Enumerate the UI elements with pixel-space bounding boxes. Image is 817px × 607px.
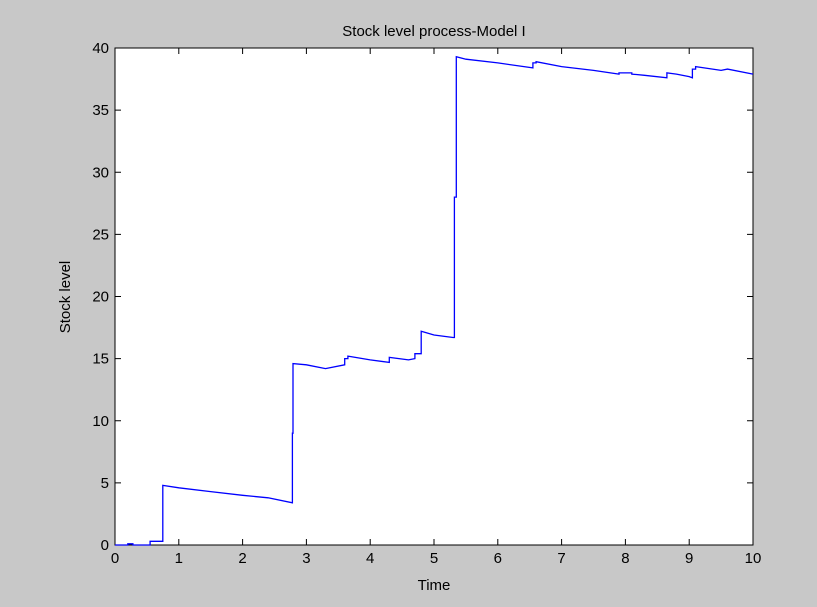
y-tick-label: 0 [101, 537, 109, 554]
y-tick-label: 35 [92, 102, 109, 119]
x-tick-label: 2 [238, 550, 246, 567]
y-tick-label: 25 [92, 226, 109, 243]
x-tick-label: 10 [745, 550, 762, 567]
x-tick-label: 6 [494, 550, 502, 567]
y-axis-label: Stock level [57, 261, 74, 334]
y-tick-label: 5 [101, 475, 109, 492]
y-tick-label: 30 [92, 164, 109, 181]
chart-title: Stock level process-Model I [342, 23, 525, 40]
y-tick-label: 40 [92, 40, 109, 57]
y-tick-label: 10 [92, 413, 109, 430]
x-tick-label: 5 [430, 550, 438, 567]
x-tick-label: 7 [557, 550, 565, 567]
plot-area [115, 48, 753, 545]
x-tick-label: 4 [366, 550, 374, 567]
y-tick-label: 15 [92, 351, 109, 368]
x-tick-label: 8 [621, 550, 629, 567]
x-tick-label: 3 [302, 550, 310, 567]
x-tick-label: 9 [685, 550, 693, 567]
x-tick-label: 1 [175, 550, 183, 567]
x-tick-label: 0 [111, 550, 119, 567]
x-axis-label: Time [418, 577, 451, 594]
y-tick-label: 20 [92, 289, 109, 306]
